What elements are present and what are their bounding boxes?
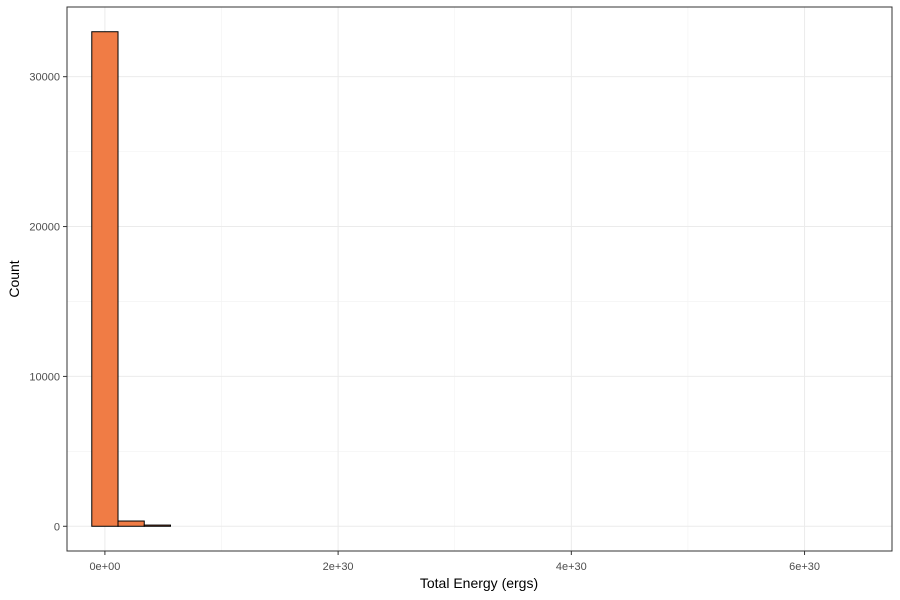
panel-border bbox=[66, 6, 893, 552]
y-tick-label: 10000 bbox=[29, 371, 60, 383]
y-axis-title: Count bbox=[6, 260, 22, 297]
x-tick-label: 6e+30 bbox=[789, 561, 820, 573]
x-axis-ticks: 0e+00 2e+30 4e+30 6e+30 bbox=[89, 551, 820, 573]
histogram-bar bbox=[117, 520, 145, 527]
x-axis-title: Total Energy (ergs) bbox=[420, 575, 538, 591]
y-axis-ticks: 0 10000 20000 30000 bbox=[29, 72, 67, 533]
y-tick-label: 30000 bbox=[29, 72, 60, 84]
y-tick-label: 20000 bbox=[29, 222, 60, 234]
x-tick-label: 4e+30 bbox=[556, 561, 587, 573]
y-tick-label: 0 bbox=[54, 521, 60, 533]
x-tick-label: 0e+00 bbox=[89, 561, 120, 573]
gridlines bbox=[67, 7, 892, 551]
histogram-bars bbox=[91, 31, 171, 527]
histogram-bar bbox=[143, 524, 171, 527]
x-tick-label: 2e+30 bbox=[323, 561, 354, 573]
histogram-bar bbox=[91, 31, 119, 527]
